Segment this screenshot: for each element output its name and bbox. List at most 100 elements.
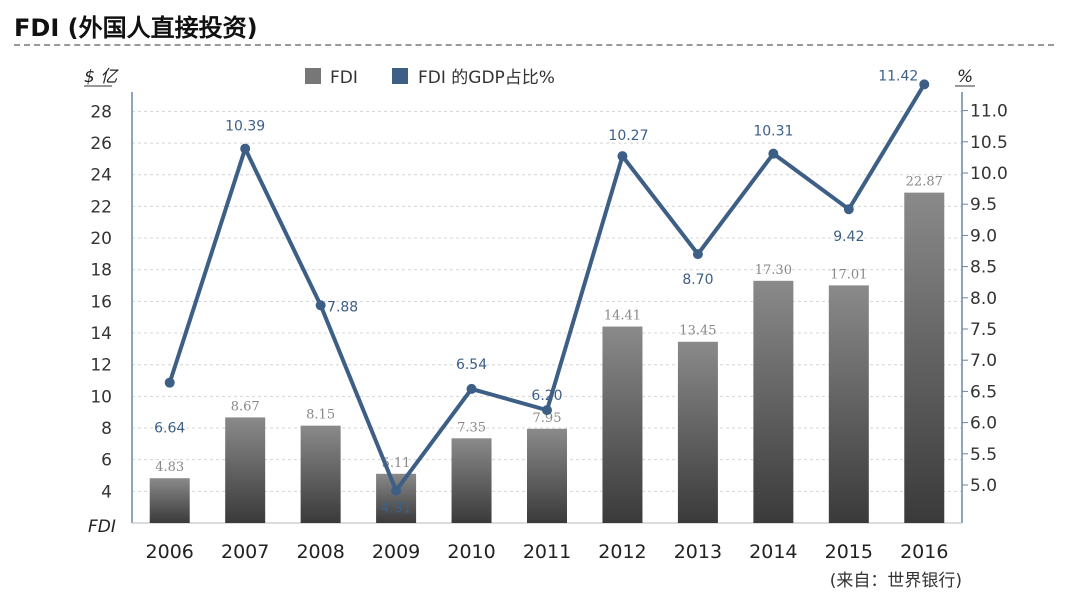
bar-fdi-2014 [753,280,794,523]
right-tick-label: 5.5 [970,445,997,465]
point-gdp-share-2009 [391,485,402,496]
legend-swatch-fdi [305,68,321,84]
x-axis-ticks: 2006 2007 2008 2009 2010 2011 2012 2013 2014 2015… [146,541,949,563]
point-gdp-share-2008 [315,300,326,311]
line-label-2012: 10.27 [608,128,648,144]
page-title: FDI (外国人直接投资) [14,14,258,42]
point-gdp-share-2007 [240,143,251,154]
line-label-2011: 6.20 [531,388,562,404]
bar-labels: 4.83 8.67 8.15 5.11 7.35 7.95 14.41 13.45 17.30 1… [155,175,943,476]
x-tick-label: 2008 [296,541,344,563]
line-label-2010: 6.54 [456,357,487,373]
bar-fdi-2008 [300,425,341,523]
point-gdp-share-2013 [692,249,703,260]
point-gdp-share-2012 [617,151,628,162]
bar-series [149,192,945,523]
bar-label-2008: 8.15 [306,408,335,423]
bar-label-2007: 8.67 [231,399,260,414]
bar-fdi-2007 [225,417,266,523]
legend-label-fdi: FDI [330,68,358,88]
legend-label-gdp-share: FDI 的GDP占比% [418,68,555,88]
left-tick-label: 24 [90,166,112,186]
right-tick-label: 6.5 [970,382,997,402]
x-tick-label: 2014 [749,541,797,563]
left-axis-bottom-label: FDI [88,517,116,537]
right-axis-unit-label: % [957,67,973,87]
left-tick-label: 16 [90,292,112,312]
bar-label-2016: 22.87 [906,175,943,190]
point-gdp-share-2016 [919,79,930,90]
left-tick-label: 28 [90,102,112,122]
bar-label-2015: 17.01 [830,267,867,282]
right-tick-label: 9.0 [970,226,997,246]
x-tick-label: 2015 [825,541,873,563]
bar-fdi-2010 [451,438,492,523]
x-tick-label: 2016 [900,541,948,563]
x-tick-label: 2009 [372,541,420,563]
bar-label-2014: 17.30 [755,263,792,278]
right-tick-label: 6.0 [970,414,997,434]
left-tick-label: 26 [90,134,112,154]
left-axis-ticks: 28 26 24 22 20 18 16 14 12 10 8 6 4 [90,102,112,502]
point-gdp-share-2015 [843,204,854,215]
right-tick-label: 10.0 [970,164,1008,184]
bar-fdi-2009 [376,473,417,523]
point-gdp-share-2006 [164,377,175,388]
bar-label-2011: 7.95 [533,411,562,426]
left-tick-label: 8 [101,419,112,439]
right-tick-label: 8.5 [970,258,997,278]
line-label-2007: 10.39 [225,119,265,135]
left-tick-label: 18 [90,261,112,281]
gridlines [132,110,962,492]
line-label-2015: 9.42 [833,229,864,245]
right-tick-label: 9.5 [970,195,997,215]
line-label-2013: 8.70 [682,272,713,288]
right-tick-label: 5.0 [970,476,997,496]
line-label-2014: 10.31 [753,124,793,140]
x-tick-label: 2012 [598,541,646,563]
bar-label-2010: 7.35 [457,420,486,435]
left-tick-label: 14 [90,324,112,344]
right-tick-label: 7.5 [970,320,997,340]
line-series [164,79,930,496]
left-tick-label: 20 [90,229,112,249]
x-tick-label: 2006 [146,541,194,563]
legend: FDI FDI 的GDP占比% [305,68,555,88]
left-tick-label: 12 [90,356,112,376]
title-divider [14,44,1054,46]
bar-label-2012: 14.41 [604,309,641,324]
left-axis-unit-label: $ 亿 [84,67,119,87]
point-gdp-share-2014 [768,148,779,159]
line-labels: 6.64 10.39 7.88 4.91 6.54 6.20 10.27 8.70 10.31 9… [154,68,918,516]
left-tick-label: 4 [101,482,112,502]
bar-label-2009: 5.11 [382,456,411,471]
point-gdp-share-2011 [542,405,552,416]
right-tick-label: 10.5 [970,133,1008,153]
bar-fdi-2013 [677,341,718,523]
line-label-2008: 7.88 [327,299,358,315]
bar-fdi-2016 [904,192,945,523]
bar-label-2013: 13.45 [679,324,716,339]
x-tick-label: 2013 [674,541,722,563]
line-label-2006: 6.64 [154,421,185,437]
right-tick-label: 7.0 [970,351,997,371]
line-label-2009: 4.91 [381,501,412,517]
bar-fdi-2015 [828,285,869,523]
x-tick-label: 2010 [447,541,495,563]
left-tick-label: 10 [90,387,112,407]
line-label-2016: 11.42 [878,68,918,84]
left-tick-label: 6 [101,451,112,471]
x-tick-label: 2011 [523,541,571,563]
right-tick-label: 8.0 [970,289,997,309]
legend-swatch-gdp-share [392,68,408,84]
bar-fdi-2006 [149,478,190,523]
left-tick-label: 22 [90,197,112,217]
right-axis-ticks: 11.0 10.5 10.0 9.5 9.0 8.5 8.0 7.5 7.0 6.5 6.0 5.5 5… [962,102,1008,496]
bar-fdi-2012 [602,326,643,523]
bar-fdi-2011 [527,428,567,523]
right-tick-label: 11.0 [970,102,1008,122]
bar-label-2006: 4.83 [155,460,184,475]
point-gdp-share-2010 [466,383,477,394]
source-note: (来自：世界银行) [830,571,962,591]
